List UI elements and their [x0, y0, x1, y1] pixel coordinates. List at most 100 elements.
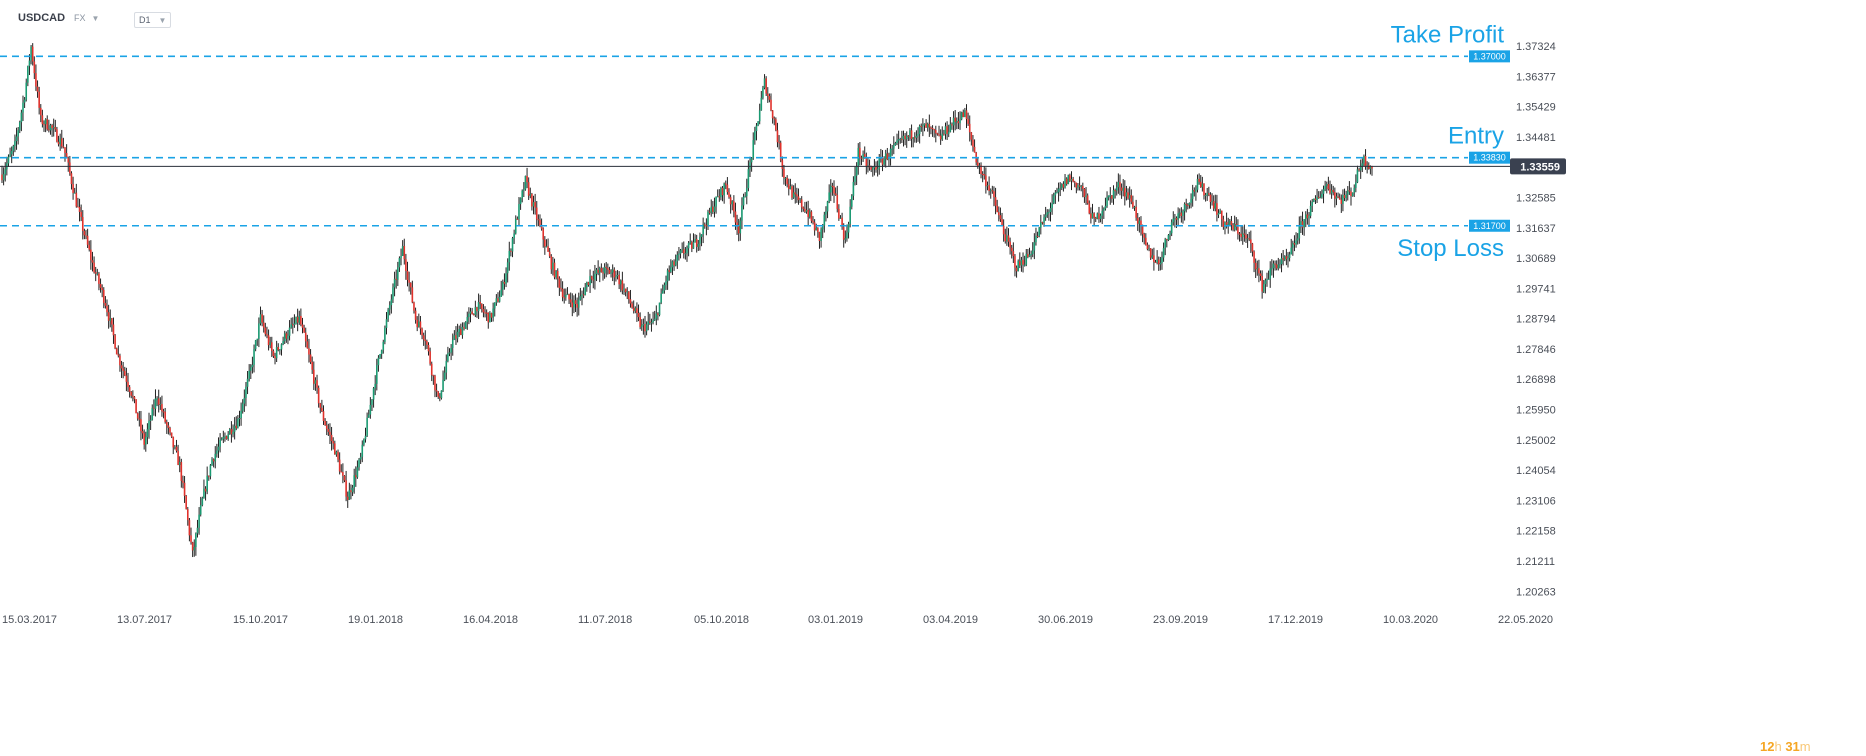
- candle: [571, 293, 574, 317]
- candle: [834, 187, 837, 196]
- candle: [610, 269, 612, 278]
- candle-body: [1190, 198, 1192, 203]
- candle: [437, 390, 440, 399]
- candle-body: [1002, 225, 1005, 235]
- candle: [1303, 219, 1305, 236]
- candle: [35, 64, 37, 91]
- candle-body: [1075, 182, 1078, 188]
- candle-body: [959, 119, 961, 124]
- candle: [1264, 278, 1267, 294]
- candle: [287, 329, 289, 345]
- candle: [283, 330, 286, 345]
- candle-body: [1196, 178, 1199, 190]
- candle-body: [1107, 195, 1110, 198]
- candle-body: [944, 126, 947, 135]
- candle: [998, 206, 1000, 222]
- candle: [1154, 259, 1157, 263]
- candle: [577, 292, 580, 316]
- candle: [232, 424, 234, 438]
- candle: [702, 217, 704, 244]
- candle: [477, 293, 480, 320]
- candle-body: [565, 294, 567, 298]
- candle-body: [319, 403, 322, 408]
- candle: [1138, 217, 1141, 233]
- candle: [828, 184, 830, 204]
- candle: [10, 146, 13, 164]
- candle-body: [132, 395, 134, 397]
- candle: [196, 519, 199, 538]
- candle-body: [645, 324, 648, 332]
- candle: [663, 282, 666, 294]
- candle: [855, 162, 858, 185]
- candle: [758, 103, 761, 125]
- candle: [185, 494, 187, 510]
- candle-body: [67, 158, 70, 163]
- candle: [928, 114, 931, 137]
- timeframe-selector[interactable]: D1 ▼: [134, 12, 172, 28]
- candle: [1262, 279, 1265, 293]
- candle-body: [686, 248, 688, 254]
- candle-body: [41, 115, 44, 125]
- candle: [576, 297, 578, 317]
- candle-body: [246, 378, 249, 387]
- candle-body: [713, 206, 716, 212]
- candle: [521, 189, 524, 203]
- candle: [1145, 233, 1147, 246]
- x-tick-label: 23.09.2019: [1153, 614, 1208, 626]
- candle-body: [964, 110, 966, 118]
- candle: [1115, 181, 1118, 196]
- candle: [99, 278, 102, 293]
- candle-body: [760, 97, 763, 111]
- candle-body: [86, 235, 89, 245]
- candle-body: [598, 268, 601, 273]
- candle-body: [220, 438, 223, 440]
- candle: [1220, 210, 1223, 227]
- candle-body: [723, 183, 725, 196]
- candle: [1170, 219, 1173, 237]
- candle-body: [1009, 241, 1011, 248]
- candle-body: [62, 146, 65, 148]
- candle-body: [1346, 190, 1349, 195]
- candle: [335, 450, 338, 457]
- candle-body: [699, 236, 701, 244]
- candle-body: [842, 227, 845, 240]
- candle-body: [889, 148, 892, 158]
- candle: [211, 457, 213, 466]
- candle-body: [613, 269, 616, 278]
- candle-body: [1174, 217, 1176, 219]
- candle: [1204, 192, 1207, 202]
- candle: [1112, 185, 1115, 205]
- candle-body: [149, 419, 152, 421]
- symbol-label[interactable]: USDCAD: [18, 12, 66, 24]
- candle-body: [1157, 259, 1160, 265]
- candle-body: [1191, 190, 1194, 199]
- candle-body: [825, 211, 827, 215]
- candle: [978, 162, 981, 175]
- candle: [783, 164, 785, 185]
- candle-body: [603, 266, 606, 274]
- candle: [1117, 173, 1120, 194]
- candle-body: [377, 357, 380, 366]
- candle: [826, 200, 829, 219]
- candle-body: [432, 375, 435, 377]
- candle: [1319, 191, 1322, 199]
- candle: [1157, 256, 1160, 271]
- candle-body: [1006, 235, 1008, 242]
- candle: [657, 312, 659, 321]
- candle-body: [177, 450, 179, 465]
- timer-minutes: 31: [1785, 739, 1800, 754]
- candle-body: [865, 157, 868, 167]
- candle-body: [104, 302, 107, 306]
- candle: [1233, 215, 1236, 232]
- candle: [216, 443, 218, 458]
- candle-body: [115, 348, 118, 355]
- candle: [745, 178, 748, 205]
- candle-body: [1356, 169, 1359, 183]
- x-tick-label: 15.03.2017: [2, 614, 57, 626]
- candle-body: [666, 270, 669, 282]
- candle: [729, 194, 732, 214]
- candle: [207, 475, 210, 481]
- candle-body: [141, 431, 144, 434]
- market-selector[interactable]: FX ▼: [74, 10, 99, 26]
